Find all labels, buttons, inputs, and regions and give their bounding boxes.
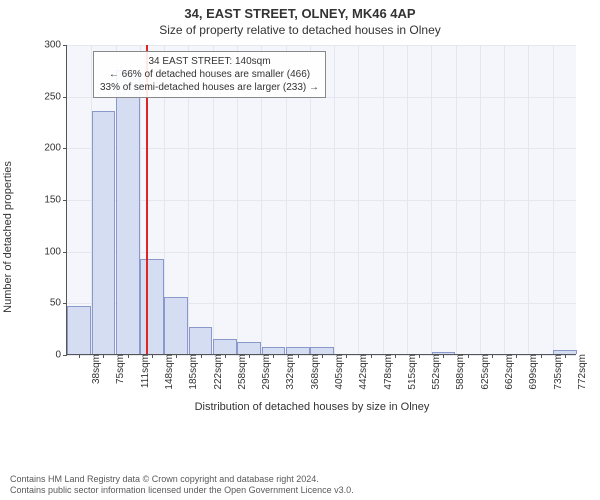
x-tick-mark (371, 354, 372, 358)
x-tick-label: 185sqm (184, 354, 199, 390)
x-tick-mark (395, 354, 396, 358)
gridline-v (480, 45, 481, 354)
x-tick-mark (298, 354, 299, 358)
x-tick-mark (322, 354, 323, 358)
x-tick-label: 699sqm (524, 354, 539, 390)
x-tick-label: 662sqm (500, 354, 515, 390)
footer-attribution: Contains HM Land Registry data © Crown c… (10, 474, 590, 497)
x-tick-mark (541, 354, 542, 358)
x-tick-label: 552sqm (427, 354, 442, 390)
annotation-box: 34 EAST STREET: 140sqm← 66% of detached … (93, 51, 326, 98)
x-tick-label: 368sqm (306, 354, 321, 390)
x-tick-label: 332sqm (281, 354, 296, 390)
x-tick-label: 222sqm (209, 354, 224, 390)
x-tick-label: 588sqm (451, 354, 466, 390)
gridline-h (67, 252, 576, 253)
gridline-h (67, 148, 576, 149)
x-tick-label: 111sqm (136, 354, 151, 388)
x-tick-mark (103, 354, 104, 358)
chart-container: Number of detached properties 0501001502… (32, 41, 592, 421)
x-tick-mark (128, 354, 129, 358)
x-tick-label: 515sqm (403, 354, 418, 390)
x-tick-mark (419, 354, 420, 358)
y-tick-mark (63, 97, 67, 98)
histogram-bar (286, 347, 310, 354)
gridline-v (334, 45, 335, 354)
gridline-h (67, 45, 576, 46)
x-tick-mark (201, 354, 202, 358)
gridline-v (407, 45, 408, 354)
x-tick-label: 442sqm (354, 354, 369, 390)
x-tick-label: 148sqm (160, 354, 175, 390)
chart-title-main: 34, EAST STREET, OLNEY, MK46 4AP (0, 0, 600, 21)
plot-area: 05010015020025030038sqm75sqm111sqm148sqm… (66, 45, 576, 355)
histogram-bar (262, 347, 286, 354)
x-tick-mark (468, 354, 469, 358)
gridline-v (528, 45, 529, 354)
y-axis-label: Number of detached properties (2, 161, 14, 313)
histogram-bar (213, 339, 237, 355)
gridline-v (383, 45, 384, 354)
x-tick-label: 38sqm (87, 354, 102, 384)
chart-title-sub: Size of property relative to detached ho… (0, 21, 600, 41)
histogram-bar (116, 70, 140, 354)
y-tick-mark (63, 355, 67, 356)
x-tick-mark (225, 354, 226, 358)
y-tick-mark (63, 45, 67, 46)
histogram-bar (92, 111, 116, 354)
gridline-h (67, 200, 576, 201)
gridline-v (431, 45, 432, 354)
y-tick-mark (63, 252, 67, 253)
x-tick-mark (152, 354, 153, 358)
x-tick-mark (176, 354, 177, 358)
x-tick-mark (79, 354, 80, 358)
x-tick-mark (516, 354, 517, 358)
annotation-line-2: ← 66% of detached houses are smaller (46… (100, 68, 319, 81)
x-tick-label: 772sqm (573, 354, 588, 390)
x-tick-mark (346, 354, 347, 358)
gridline-v (504, 45, 505, 354)
x-tick-mark (492, 354, 493, 358)
histogram-bar (237, 342, 261, 354)
x-axis-label: Distribution of detached houses by size … (32, 401, 592, 413)
gridline-v (456, 45, 457, 354)
x-tick-label: 625sqm (476, 354, 491, 390)
x-tick-label: 295sqm (257, 354, 272, 390)
histogram-bar (189, 327, 213, 354)
y-tick-mark (63, 148, 67, 149)
x-tick-mark (443, 354, 444, 358)
annotation-line-1: 34 EAST STREET: 140sqm (100, 55, 319, 68)
x-tick-label: 75sqm (111, 354, 126, 384)
annotation-line-3: 33% of semi-detached houses are larger (… (100, 81, 319, 94)
x-tick-label: 478sqm (379, 354, 394, 390)
histogram-bar (140, 259, 164, 354)
histogram-bar (310, 347, 334, 354)
gridline-v (553, 45, 554, 354)
x-tick-label: 405sqm (330, 354, 345, 390)
gridline-v (358, 45, 359, 354)
histogram-bar (67, 306, 91, 354)
x-tick-mark (273, 354, 274, 358)
footer-line-2: Contains public sector information licen… (10, 485, 590, 496)
y-tick-mark (63, 200, 67, 201)
x-tick-label: 735sqm (549, 354, 564, 390)
x-tick-label: 258sqm (233, 354, 248, 390)
x-tick-mark (565, 354, 566, 358)
y-tick-mark (63, 303, 67, 304)
x-tick-mark (249, 354, 250, 358)
footer-line-1: Contains HM Land Registry data © Crown c… (10, 474, 590, 485)
histogram-bar (164, 297, 188, 354)
